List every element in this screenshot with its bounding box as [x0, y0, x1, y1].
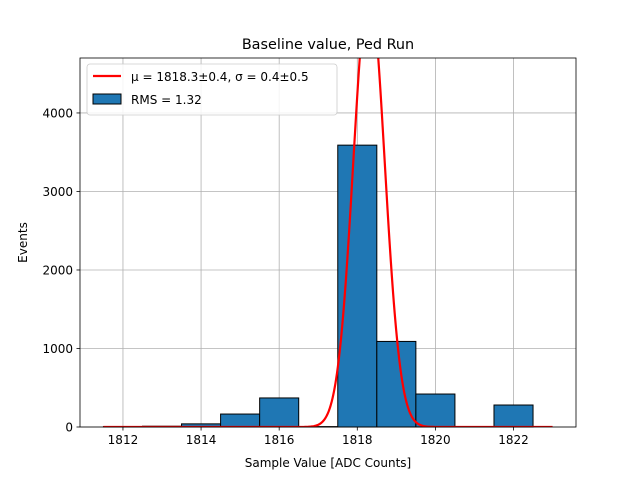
histogram-bars: [102, 144, 534, 428]
x-tick-label: 1820: [420, 433, 451, 447]
histogram-bar: [259, 397, 300, 428]
legend-histogram-swatch: [92, 93, 122, 105]
x-tick-label: 1812: [108, 433, 139, 447]
x-tick-label: 1814: [186, 433, 217, 447]
y-tick-label: 3000: [42, 185, 73, 199]
y-tick-label: 1000: [42, 342, 73, 356]
legend-histogram-label: RMS = 1.32: [131, 93, 202, 107]
y-tick-label: 0: [65, 420, 73, 434]
chart-title: Baseline value, Ped Run: [242, 37, 414, 53]
legend: μ = 1818.3±0.4, σ = 0.4±0.5 RMS = 1.32: [86, 63, 338, 116]
gaussian-fit-curve: [103, 58, 553, 427]
x-tick-label: 1822: [498, 433, 529, 447]
plot-frame: [79, 57, 577, 428]
legend-box: [86, 63, 338, 116]
histogram-bar: [220, 413, 261, 428]
y-axis-label: Events: [16, 222, 30, 263]
x-tick-label: 1818: [342, 433, 373, 447]
histogram-bar: [493, 404, 534, 428]
x-axis-ticks: 1812 1814 1816 1818 1820 1822: [108, 427, 529, 447]
y-axis-ticks: 0 1000 2000 3000 4000: [42, 106, 80, 434]
x-axis-label: Sample Value [ADC Counts]: [245, 456, 411, 470]
legend-fit-label: μ = 1818.3±0.4, σ = 0.4±0.5: [131, 70, 309, 84]
y-tick-label: 4000: [42, 106, 73, 120]
histogram-bar: [415, 393, 456, 428]
y-tick-label: 2000: [42, 263, 73, 277]
histogram-bar: [337, 144, 378, 428]
x-tick-label: 1816: [264, 433, 295, 447]
